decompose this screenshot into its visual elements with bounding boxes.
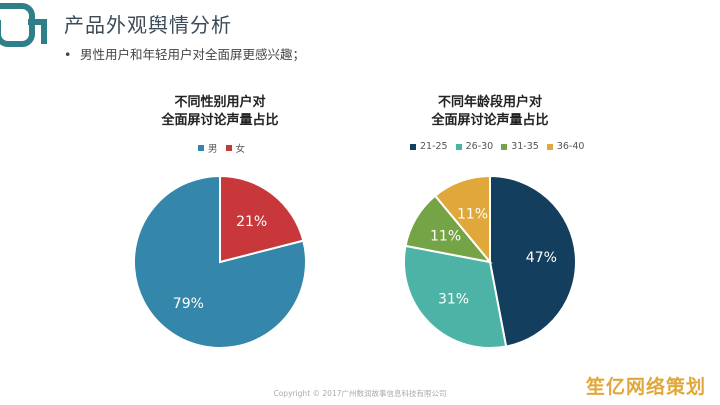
pie-slice-label: 47% bbox=[526, 250, 557, 266]
pie-slice-label: 31% bbox=[438, 291, 469, 307]
legend-label: 36-40 bbox=[556, 141, 585, 152]
legend-label: 女 bbox=[235, 144, 246, 155]
pie-slice-label: 11% bbox=[457, 206, 488, 222]
legend-item: 21-25 bbox=[410, 141, 448, 152]
pie-slice-label: 21% bbox=[236, 214, 267, 230]
legend-swatch bbox=[410, 143, 416, 150]
chart-gender-title-line2: 全面屏讨论声量占比 bbox=[161, 113, 279, 128]
legend-swatch bbox=[198, 145, 204, 151]
pie-slice bbox=[433, 174, 491, 265]
pie-slice-label: 11% bbox=[430, 229, 461, 245]
legend-item: 36-40 bbox=[546, 141, 585, 152]
bullet-marker: • bbox=[64, 47, 72, 62]
subtitle-line: • 男性用户和年轻用户对全面屏更感兴趣； bbox=[64, 44, 305, 63]
chart-gender-title-line1: 不同性别用户对 bbox=[174, 95, 266, 110]
chart-gender-title: 不同性别用户对 全面屏讨论声量占比 bbox=[120, 94, 320, 130]
legend-label: 21-25 bbox=[420, 141, 448, 152]
chart-age-title: 不同年龄段用户对 全面屏讨论声量占比 bbox=[390, 94, 590, 130]
subtitle-text: 男性用户和年轻用户对全面屏更感兴趣； bbox=[80, 47, 306, 62]
legend-swatch bbox=[546, 143, 553, 150]
pie-slice bbox=[219, 174, 305, 264]
legend-item: 26-30 bbox=[455, 141, 494, 152]
pie-slice bbox=[489, 174, 577, 348]
chart-age-title-line1: 不同年龄段用户对 bbox=[437, 95, 542, 110]
legend-label: 31-35 bbox=[511, 141, 539, 152]
legend-swatch bbox=[225, 145, 232, 151]
watermark-text: 笙亿网络策划 bbox=[586, 376, 707, 398]
legend-item: 男 bbox=[198, 141, 218, 155]
pie-slice bbox=[133, 174, 307, 349]
chart-age-legend: 21-25 26-30 31-35 36-40 bbox=[410, 141, 584, 152]
chart-age-title-line2: 全面屏讨论声量占比 bbox=[431, 113, 549, 128]
legend-item: 女 bbox=[225, 141, 246, 155]
legend-swatch bbox=[501, 143, 508, 150]
copyright-text: Copyright © 2017广州数润故事信息科技有限公司 bbox=[273, 389, 447, 398]
legend-swatch bbox=[455, 143, 462, 150]
legend-label: 26-30 bbox=[465, 141, 494, 152]
legend-label: 男 bbox=[208, 144, 218, 155]
pie-slice bbox=[403, 244, 508, 349]
legend-item: 31-35 bbox=[501, 141, 539, 152]
brand-logo-icon bbox=[0, 3, 47, 47]
page-title: 产品外观舆情分析 bbox=[64, 13, 232, 37]
chart-gender-legend: 男女 bbox=[198, 141, 245, 155]
pie-slice-label: 79% bbox=[173, 296, 204, 312]
